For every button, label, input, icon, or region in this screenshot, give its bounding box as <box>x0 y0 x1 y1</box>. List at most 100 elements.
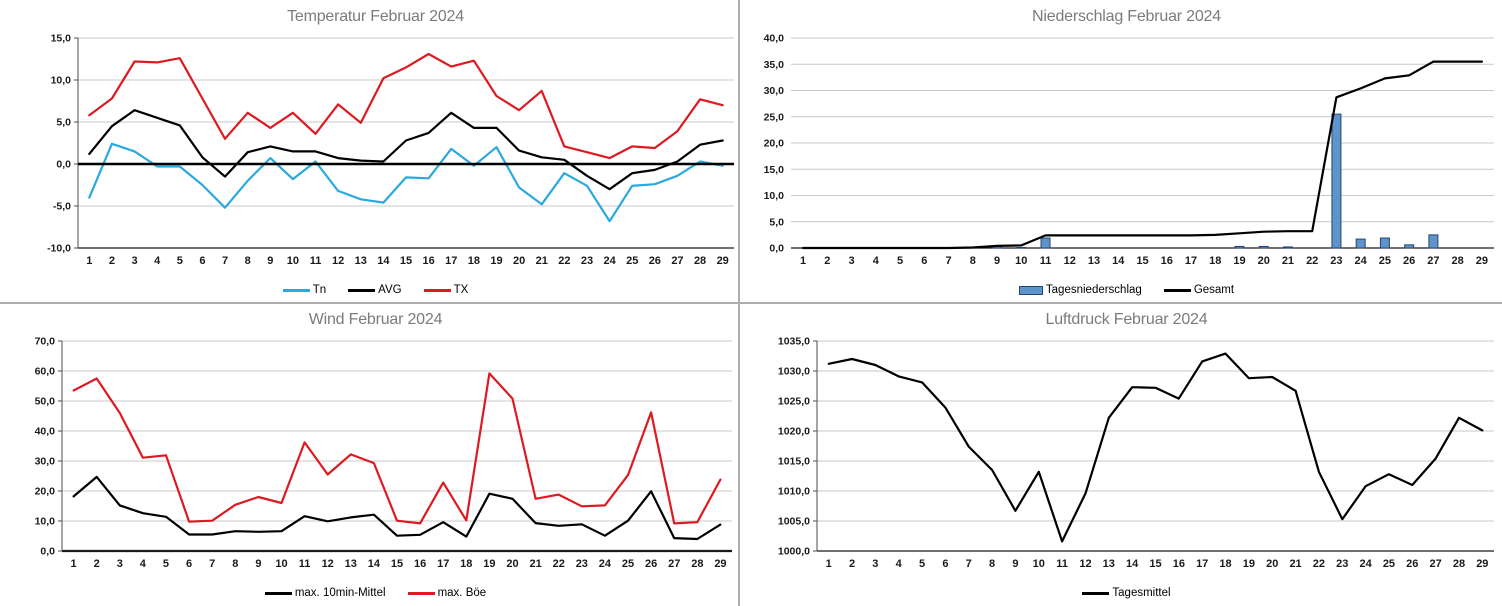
bar <box>1331 113 1342 249</box>
x-tick-label: 24 <box>1359 558 1372 570</box>
x-tick-label: 18 <box>1209 255 1221 267</box>
x-tick-label: 6 <box>199 255 205 267</box>
gridlines <box>791 37 1494 249</box>
y-tick-label: 50,0 <box>35 396 56 408</box>
wind-chart-panel: 0,0 10,0 20,0 30,0 40,0 50,0 60,0 70,0 1 2 3 4 5 6 7 8 9… <box>0 303 751 606</box>
x-tick-label: 2 <box>109 255 115 267</box>
temperature-chart-panel: -10,0 -5,0 0,0 5,0 10,0 15,0 1 2 3 4 5 6 7 8 9 10 11 12 13… <box>0 0 751 303</box>
x-tick-label: 17 <box>437 558 449 570</box>
x-tick-label: 13 <box>355 255 367 267</box>
y-tick-label: 15,0 <box>764 164 785 176</box>
x-tick-label: 11 <box>310 255 322 267</box>
x-tick-label: 7 <box>209 558 215 570</box>
x-tick-label: 23 <box>581 255 593 267</box>
x-axis-labels: 1 2 3 4 5 6 7 8 9 10 11 12 13 14 15 16 17 18 19 20 21 22 23 24 2… <box>70 558 726 570</box>
x-tick-label: 13 <box>1088 255 1100 267</box>
x-tick-label: 25 <box>1379 255 1391 267</box>
x-tick-label: 22 <box>1313 558 1325 570</box>
legend-item-tx: TX <box>423 284 468 296</box>
y-tick-label: 15,0 <box>51 33 72 45</box>
x-tick-label: 8 <box>245 255 251 267</box>
x-tick-label: 10 <box>1015 255 1027 267</box>
series-avg <box>88 109 724 191</box>
x-tick-label: 27 <box>1430 558 1442 570</box>
y-tick-label: -10,0 <box>47 243 71 255</box>
precipitation-plot: 0,05,010,015,020,025,030,035,040,01 2 3 4 5 6… <box>764 33 1494 267</box>
legend-item-tn: Tn <box>282 284 327 296</box>
x-tick-label: 4 <box>896 558 903 570</box>
x-tick-label: 17 <box>445 255 457 267</box>
legend-label: AVG <box>378 284 402 296</box>
chart-title: Niederschlag Februar 2024 <box>1032 8 1221 25</box>
x-tick-label: 26 <box>645 558 657 570</box>
y-axis-labels: -10,0 -5,0 0,0 5,0 10,0 15,0 <box>47 33 71 255</box>
x-tick-label: 27 <box>1427 255 1439 267</box>
x-tick-label: 9 <box>255 558 261 570</box>
x-tick-label: 12 <box>322 558 334 570</box>
y-tick-label: 1015,0 <box>778 456 810 468</box>
legend-item-tagesniederschlag: Tagesniederschlag <box>1018 284 1142 296</box>
x-tick-label: 16 <box>1173 558 1185 570</box>
x-tick-label: 5 <box>163 558 169 570</box>
y-tick-label: 1035,0 <box>778 336 810 348</box>
bar <box>1258 245 1269 249</box>
x-tick-label: 29 <box>717 255 729 267</box>
x-tick-label: 8 <box>989 558 995 570</box>
x-tick-label: 20 <box>513 255 525 267</box>
x-tick-label: 5 <box>897 255 903 267</box>
legend-item-tagesmittel: Tagesmittel <box>1082 587 1171 599</box>
y-axis-labels: 1000,0 1005,0 1010,0 1015,0 1020,0 1025,0 1030… <box>778 336 810 558</box>
x-tick-label: 3 <box>131 255 137 267</box>
x-tick-label: 19 <box>1233 255 1245 267</box>
x-tick-label: 3 <box>117 558 123 570</box>
y-axis-line <box>813 340 818 552</box>
series-max-10min-mittel <box>72 475 722 541</box>
x-tick-label: 29 <box>1476 255 1488 267</box>
x-tick-label: 8 <box>232 558 238 570</box>
x-tick-label: 20 <box>506 558 518 570</box>
x-tick-label: 20 <box>1258 255 1270 267</box>
legend-label: Tn <box>312 284 327 296</box>
x-axis-labels: 1 2 3 4 5 6 7 8 9 10 11 12 13 14 15 16 17 18 19 20 21 22 23 24 2… <box>826 558 1489 570</box>
x-tick-label: 5 <box>177 255 183 267</box>
x-tick-label: 17 <box>1185 255 1197 267</box>
x-tick-label: 27 <box>671 255 683 267</box>
vertical-divider <box>738 0 740 606</box>
bar <box>1428 234 1439 249</box>
x-tick-label: 22 <box>1306 255 1318 267</box>
x-tick-label: 21 <box>1282 255 1294 267</box>
y-tick-label: 60,0 <box>35 366 56 378</box>
bar <box>1234 245 1245 249</box>
bar <box>1404 244 1415 249</box>
y-tick-label: 10,0 <box>51 75 72 87</box>
series-gesamt <box>801 60 1484 250</box>
y-tick-label: 1010,0 <box>778 486 810 498</box>
legend-label: max. 10min-Mittel <box>294 587 386 599</box>
x-tick-label: 26 <box>1403 255 1415 267</box>
x-tick-label: 26 <box>649 255 661 267</box>
legend-line-swatch-icon <box>348 288 376 292</box>
x-tick-label: 1 <box>800 255 806 267</box>
y-axis-line <box>58 340 63 552</box>
x-tick-label: 14 <box>368 558 381 570</box>
x-tick-label: 28 <box>694 255 706 267</box>
x-tick-label: 11 <box>1056 558 1068 570</box>
x-tick-label: 19 <box>483 558 495 570</box>
chart-title: Wind Februar 2024 <box>308 311 443 328</box>
x-tick-label: 4 <box>154 255 161 267</box>
x-tick-label: 25 <box>622 558 634 570</box>
y-tick-label: 20,0 <box>764 138 785 150</box>
horizontal-divider <box>0 302 1502 304</box>
y-tick-label: 35,0 <box>764 59 785 71</box>
y-tick-label: -5,0 <box>53 201 71 213</box>
y-tick-label: 0,0 <box>56 159 71 171</box>
x-tick-label: 19 <box>1243 558 1255 570</box>
y-tick-label: 1000,0 <box>778 546 810 558</box>
x-tick-label: 28 <box>1452 255 1464 267</box>
legend-line-swatch-icon <box>264 591 292 595</box>
x-tick-label: 9 <box>1012 558 1018 570</box>
wind-plot: 0,010,020,030,040,050,060,070,01 2 3 4 5 6 7 8 9… <box>35 336 732 570</box>
legend-line-swatch-icon <box>282 288 310 292</box>
legend-item-max-10min-mittel: max. 10min-Mittel <box>264 587 386 599</box>
